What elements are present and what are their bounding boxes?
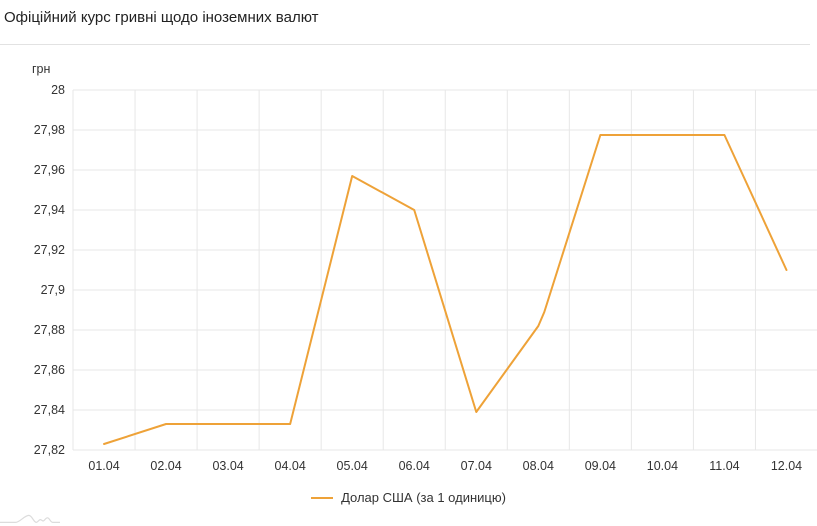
svg-text:08.04: 08.04 [523, 459, 554, 473]
svg-text:28: 28 [51, 83, 65, 97]
svg-text:27,94: 27,94 [34, 203, 65, 217]
svg-text:12.04: 12.04 [771, 459, 802, 473]
svg-text:03.04: 03.04 [212, 459, 243, 473]
svg-text:05.04: 05.04 [337, 459, 368, 473]
svg-text:07.04: 07.04 [461, 459, 492, 473]
svg-text:09.04: 09.04 [585, 459, 616, 473]
svg-text:27,88: 27,88 [34, 323, 65, 337]
svg-text:01.04: 01.04 [88, 459, 119, 473]
svg-text:02.04: 02.04 [150, 459, 181, 473]
svg-text:27,82: 27,82 [34, 443, 65, 457]
svg-text:27,84: 27,84 [34, 403, 65, 417]
svg-text:27,96: 27,96 [34, 163, 65, 177]
svg-text:27,92: 27,92 [34, 243, 65, 257]
svg-text:04.04: 04.04 [275, 459, 306, 473]
svg-text:грн: грн [32, 62, 51, 76]
svg-text:10.04: 10.04 [647, 459, 678, 473]
svg-text:27,98: 27,98 [34, 123, 65, 137]
svg-text:27,86: 27,86 [34, 363, 65, 377]
svg-text:27,9: 27,9 [41, 283, 65, 297]
svg-text:11.04: 11.04 [709, 459, 739, 473]
svg-text:06.04: 06.04 [399, 459, 430, 473]
